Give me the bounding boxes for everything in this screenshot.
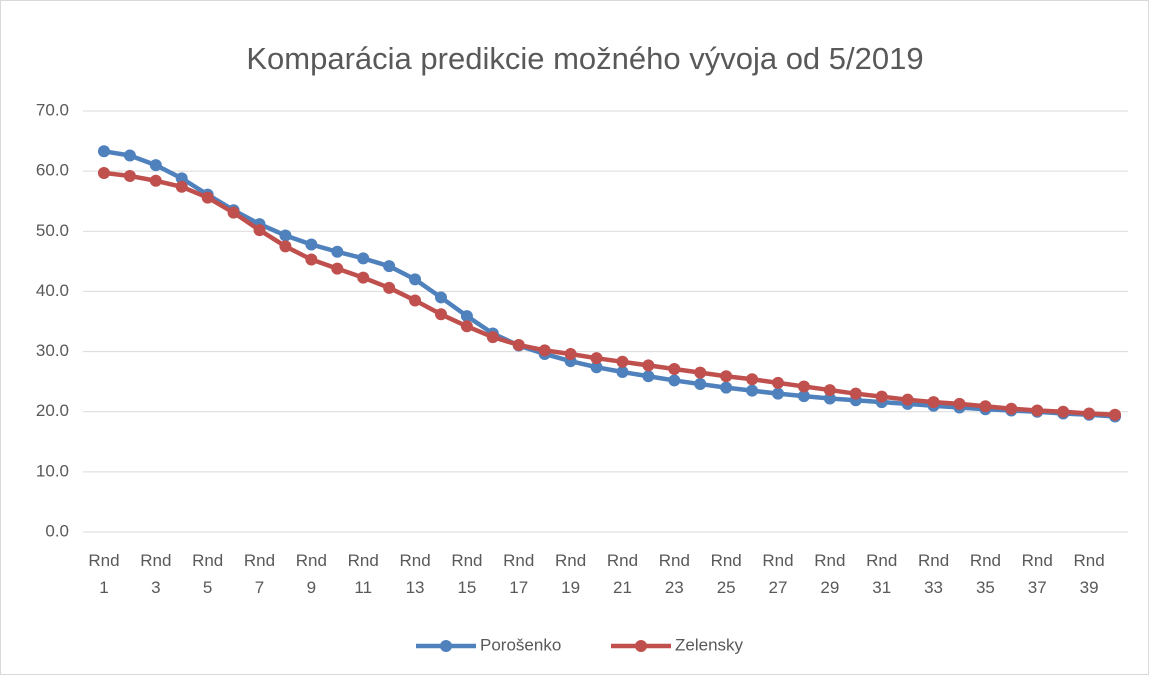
point [823,392,836,405]
point [720,381,733,394]
point [668,374,681,387]
x-tick-label: Rnd 15 [451,551,483,597]
point [538,344,551,357]
point [590,361,603,374]
x-tick-label: Rnd 31 [866,551,898,597]
point [409,294,422,307]
point [486,331,499,344]
point [331,262,344,275]
point [746,384,759,397]
point [434,291,447,304]
point [97,166,110,179]
point [694,378,707,391]
point [460,320,473,333]
point [149,159,162,172]
point [253,224,266,237]
legend-marker [635,640,647,652]
x-tick-label: Rnd 13 [399,551,431,597]
y-tick-label: 0.0 [45,521,69,540]
point [668,363,681,376]
point [123,169,136,182]
point [1057,405,1070,418]
point [642,359,655,372]
x-tick-label: Rnd 19 [555,551,587,597]
x-tick-label: Rnd 25 [710,551,742,597]
point [901,393,914,406]
point [305,238,318,251]
point [564,347,577,360]
point [1031,404,1044,417]
point [460,310,473,323]
point [279,240,292,253]
x-tick-label: Rnd 33 [917,551,950,597]
point [616,366,629,379]
point [823,384,836,397]
x-tick-label: Rnd 21 [606,551,639,597]
y-tick-label: 70.0 [36,100,69,119]
point [383,281,396,294]
y-tick-label: 50.0 [36,221,69,240]
point [927,396,940,409]
point [409,273,422,286]
point [642,370,655,383]
x-tick-label: Rnd 27 [762,551,794,597]
y-tick-label: 10.0 [36,461,69,480]
point [953,397,966,410]
point [979,400,992,413]
point [746,373,759,386]
point [1005,402,1018,415]
series-line [103,170,1116,417]
point [694,366,707,379]
point [331,245,344,258]
point [720,370,733,383]
point [305,253,318,266]
point [149,174,162,187]
y-tick-label: 40.0 [36,281,69,300]
series-line [103,149,1116,419]
point [357,252,370,265]
point [797,390,810,403]
point [175,180,188,193]
x-tick-label: Rnd 5 [192,551,224,597]
point [201,191,214,204]
point [1109,408,1122,421]
x-tick-label: Rnd 35 [969,551,1001,597]
point [97,145,110,158]
point [512,338,525,351]
x-tick-label: Rnd 1 [88,551,120,597]
point [849,387,862,400]
point [227,206,240,219]
point [772,387,785,400]
x-tick-label: Rnd 9 [295,551,327,597]
x-tick-label: Rnd 3 [140,551,172,597]
y-tick-label: 20.0 [36,401,69,420]
point [797,380,810,393]
point [1083,407,1096,420]
x-tick-label: Rnd 11 [347,551,379,597]
point [772,376,785,389]
x-tick-label: Rnd 17 [503,551,535,597]
legend-label: Porošenko [480,635,561,654]
point [357,271,370,284]
chart-title: Komparácia predikcie možného vývoja od 5… [246,41,923,76]
point [383,260,396,273]
legend-marker [440,640,452,652]
point [590,352,603,365]
x-tick-label: Rnd 23 [658,551,690,597]
point [279,229,292,242]
x-tick-label: Rnd 37 [1021,551,1053,597]
y-tick-label: 30.0 [36,341,69,360]
point [123,149,136,162]
point [875,390,888,403]
point [175,172,188,185]
x-tick-label: Rnd 7 [243,551,276,597]
y-tick-label: 60.0 [36,161,69,180]
point [616,355,629,368]
point [434,308,447,321]
legend-label: Zelensky [675,635,744,654]
x-tick-label: Rnd 29 [814,551,846,597]
x-tick-label: Rnd 39 [1073,551,1105,597]
